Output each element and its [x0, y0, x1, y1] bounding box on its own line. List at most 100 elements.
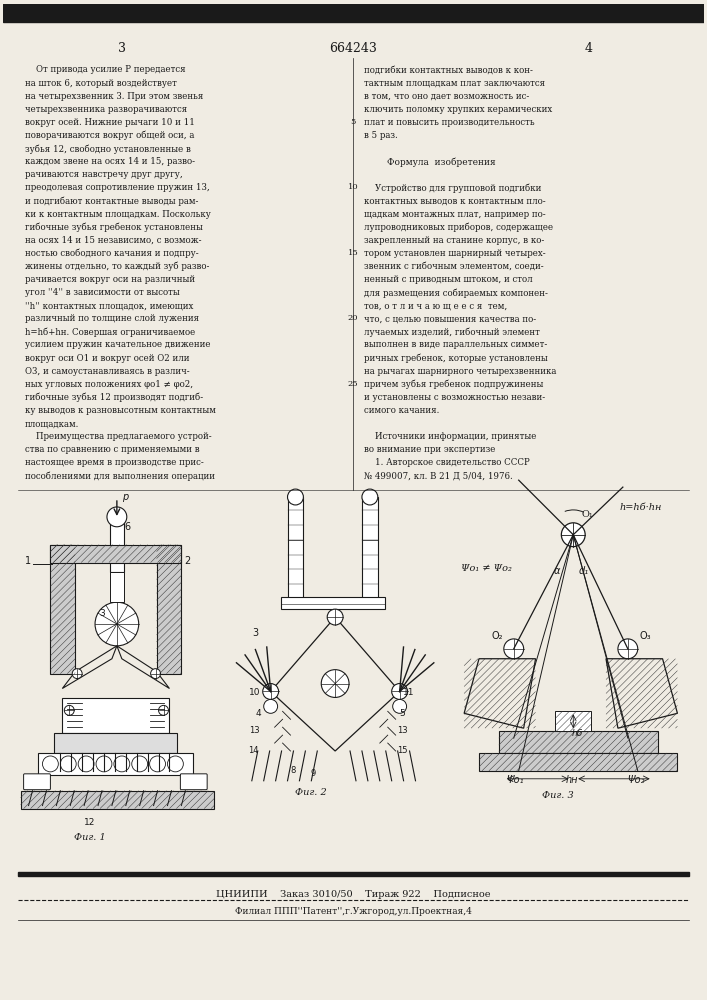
Text: гибочные зубья 12 производят подгиб-: гибочные зубья 12 производят подгиб-: [25, 393, 203, 402]
Text: площадкам.: площадкам.: [25, 419, 79, 428]
Text: на шток 6, который воздействует: на шток 6, который воздействует: [25, 79, 177, 88]
Text: подгибки контактных выводов к кон-: подгибки контактных выводов к кон-: [364, 65, 533, 74]
Bar: [281, 597, 385, 609]
Text: 10: 10: [249, 688, 260, 697]
Circle shape: [263, 684, 279, 699]
Text: различный по толщине слой лужения: различный по толщине слой лужения: [25, 314, 199, 323]
Circle shape: [114, 756, 130, 772]
Text: зубья 12, свободно установленные в: зубья 12, свободно установленные в: [25, 144, 190, 154]
Circle shape: [321, 670, 349, 697]
Text: 15: 15: [397, 746, 407, 755]
Text: Формула  изобретения: Формула изобретения: [364, 157, 496, 167]
Circle shape: [60, 756, 76, 772]
Text: O₁: O₁: [581, 510, 593, 519]
Text: 2: 2: [185, 556, 191, 566]
Text: контактных выводов к контактным пло-: контактных выводов к контактным пло-: [364, 196, 546, 205]
Circle shape: [264, 699, 278, 713]
Bar: [37, 753, 193, 775]
Text: тов, о т л и ч а ю щ е е с я  тем,: тов, о т л и ч а ю щ е е с я тем,: [364, 301, 507, 310]
Text: плат и повысить производительность: плат и повысить производительность: [364, 118, 534, 127]
Text: 20: 20: [348, 314, 358, 322]
Text: преодолевая сопротивление пружин 13,: преодолевая сопротивление пружин 13,: [25, 183, 209, 192]
Text: тором установлен шарнирный четырех-: тором установлен шарнирный четырех-: [364, 249, 546, 258]
Circle shape: [64, 705, 74, 715]
Text: 13: 13: [249, 726, 259, 735]
Text: Филиал ППП''Патент'',г.Ужгород,ул.Проектная,4: Филиал ППП''Патент'',г.Ужгород,ул.Проект…: [235, 907, 472, 916]
Text: тактным площадкам плат заключаются: тактным площадкам плат заключаются: [364, 79, 545, 88]
Text: звенник с гибочным элементом, соеди-: звенник с гибочным элементом, соеди-: [364, 262, 544, 271]
Text: на рычагах шарнирного четырехзвенника: на рычагах шарнирного четырехзвенника: [364, 367, 556, 376]
Text: 11: 11: [402, 688, 414, 697]
Text: hн: hн: [566, 775, 578, 785]
Text: 4: 4: [256, 709, 262, 718]
Text: ки к контактным площадкам. Поскольку: ки к контактным площадкам. Поскольку: [25, 210, 211, 219]
Text: вокруг осей. Нижние рычаги 10 и 11: вокруг осей. Нижние рычаги 10 и 11: [25, 118, 194, 127]
Text: вокруг оси O1 и вокруг осей O2 или: вокруг оси O1 и вокруг осей O2 или: [25, 354, 189, 363]
Circle shape: [392, 684, 407, 699]
Text: 3: 3: [99, 609, 105, 618]
Circle shape: [150, 756, 165, 772]
Text: O₃: O₃: [640, 631, 651, 641]
Text: угол ''4'' в зависимости от высоты: угол ''4'' в зависимости от высоты: [25, 288, 180, 297]
Text: лучаемых изделий, гибочный элемент: лучаемых изделий, гибочный элемент: [364, 327, 539, 337]
Bar: [50, 545, 75, 674]
Text: ричных гребенок, которые установлены: ричных гребенок, которые установлены: [364, 354, 548, 363]
Text: 664243: 664243: [329, 42, 377, 55]
Circle shape: [392, 699, 407, 713]
Text: 12: 12: [84, 818, 95, 827]
Text: Ψo₂: Ψo₂: [628, 775, 645, 785]
Circle shape: [42, 756, 59, 772]
Text: Преимущества предлагаемого устрой-: Преимущества предлагаемого устрой-: [25, 432, 211, 441]
Text: р: р: [122, 492, 128, 502]
Text: закрепленный на станине корпус, в ко-: закрепленный на станине корпус, в ко-: [364, 236, 544, 245]
Text: Фиг. 2: Фиг. 2: [296, 788, 327, 797]
Text: Ψo₁ ≠ Ψo₂: Ψo₁ ≠ Ψo₂: [461, 564, 512, 573]
FancyBboxPatch shape: [23, 774, 50, 790]
Bar: [110, 572, 124, 602]
Text: 13: 13: [397, 726, 407, 735]
Bar: [556, 711, 591, 731]
Text: 6: 6: [125, 522, 131, 532]
Text: 25: 25: [348, 380, 358, 388]
Circle shape: [168, 756, 183, 772]
Text: ЦНИИПИ    Заказ 3010/50    Тираж 922    Подписное: ЦНИИПИ Заказ 3010/50 Тираж 922 Подписное: [216, 890, 490, 899]
Text: во внимание при экспертизе: во внимание при экспертизе: [364, 445, 496, 454]
Text: ку выводов к разновысотным контактным: ку выводов к разновысотным контактным: [25, 406, 216, 415]
Circle shape: [96, 756, 112, 772]
Bar: [21, 791, 214, 809]
Bar: [362, 497, 378, 601]
Circle shape: [151, 669, 160, 679]
Circle shape: [107, 507, 127, 527]
Bar: [288, 497, 303, 601]
Text: 3: 3: [118, 42, 126, 55]
Text: Устройство для групповой подгибки: Устройство для групповой подгибки: [364, 183, 542, 193]
Text: выполнен в виде параллельных симмет-: выполнен в виде параллельных симмет-: [364, 340, 547, 349]
Text: и подгибают контактные выводы рам-: и подгибают контактные выводы рам-: [25, 196, 198, 206]
Text: для размещения собираемых компонен-: для размещения собираемых компонен-: [364, 288, 548, 298]
Circle shape: [95, 602, 139, 646]
Text: ненный с приводным штоком, и стол: ненный с приводным штоком, и стол: [364, 275, 532, 284]
Text: От привода усилие Р передается: От привода усилие Р передается: [25, 65, 185, 74]
Circle shape: [327, 609, 343, 625]
Text: на четырехзвенник 3. При этом звенья: на четырехзвенник 3. При этом звенья: [25, 92, 203, 101]
Text: рачивается вокруг оси на различный: рачивается вокруг оси на различный: [25, 275, 194, 284]
Text: 14: 14: [248, 746, 258, 755]
Text: d₁: d₁: [578, 566, 588, 576]
Text: hб: hб: [571, 729, 583, 738]
Circle shape: [158, 705, 168, 715]
Text: 4: 4: [584, 42, 592, 55]
Text: четырехзвенника разворачиваются: четырехзвенника разворачиваются: [25, 105, 187, 114]
Text: в 5 раз.: в 5 раз.: [364, 131, 397, 140]
Circle shape: [362, 489, 378, 505]
Text: жинены отдельно, то каждый зуб разво-: жинены отдельно, то каждый зуб разво-: [25, 262, 209, 271]
Text: каждом звене на осях 14 и 15, разво-: каждом звене на осях 14 и 15, разво-: [25, 157, 194, 166]
Bar: [54, 733, 177, 753]
Bar: [3, 4, 704, 22]
Circle shape: [288, 489, 303, 505]
Text: гибочные зубья гребенок установлены: гибочные зубья гребенок установлены: [25, 223, 202, 232]
Text: O₂: O₂: [492, 631, 503, 641]
Text: лупроводниковых приборов, содержащее: лупроводниковых приборов, содержащее: [364, 223, 553, 232]
Text: h=hб+hн. Совершая ограничиваемое: h=hб+hн. Совершая ограничиваемое: [25, 327, 195, 337]
Circle shape: [72, 669, 82, 679]
Text: в том, что оно дает возможность ис-: в том, что оно дает возможность ис-: [364, 92, 529, 101]
